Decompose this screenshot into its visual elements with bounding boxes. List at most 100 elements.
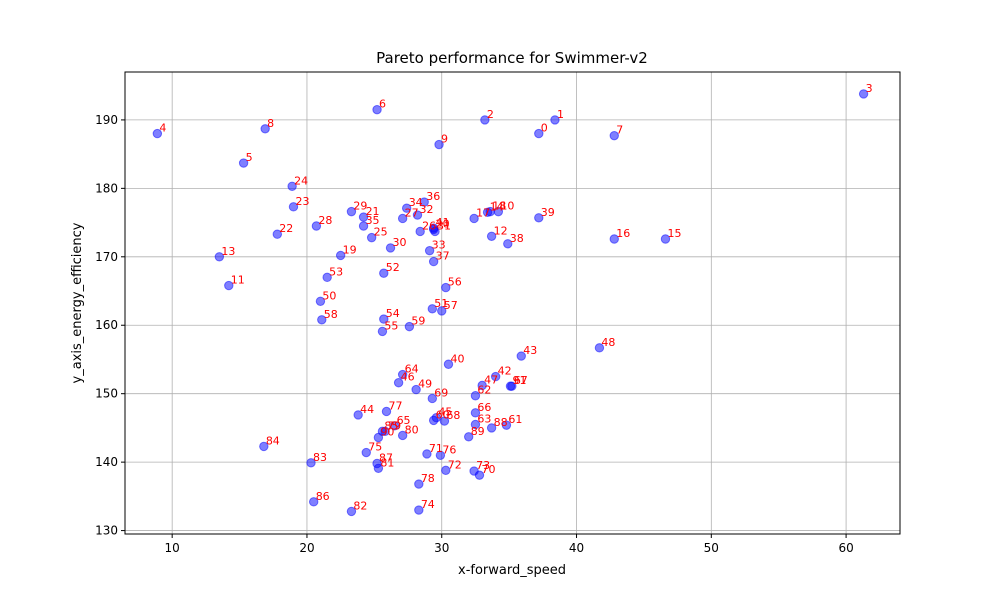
- point-label: 16: [616, 227, 630, 240]
- data-point: [470, 419, 481, 430]
- data-point: [397, 430, 408, 441]
- point-label: 53: [329, 265, 343, 278]
- point-label: 21: [366, 205, 380, 218]
- data-point: [397, 213, 408, 224]
- data-point: [311, 221, 322, 231]
- data-point: [469, 213, 479, 224]
- data-point: [534, 213, 544, 223]
- point-label: 23: [295, 195, 309, 208]
- data-point: [260, 124, 270, 134]
- y-tick-label: 180: [95, 181, 118, 195]
- point-label: 45: [438, 406, 452, 419]
- x-tick-label: 40: [569, 541, 584, 555]
- data-points: [152, 89, 869, 517]
- point-label: 72: [448, 458, 462, 471]
- y-axis-label: y_axis_energy_efficiency: [70, 222, 85, 383]
- data-point: [315, 296, 326, 306]
- data-point: [443, 359, 454, 369]
- point-label: 31: [437, 219, 451, 232]
- point-label: 54: [386, 307, 400, 320]
- point-label: 35: [366, 214, 380, 227]
- point-label: 78: [421, 472, 435, 485]
- point-label: 70: [481, 463, 495, 476]
- point-label: 76: [442, 443, 456, 456]
- point-label: 57: [444, 299, 458, 312]
- data-point: [434, 139, 444, 150]
- point-label: 74: [421, 498, 435, 511]
- data-point: [288, 202, 299, 212]
- y-tick-label: 140: [95, 455, 118, 469]
- point-label: 19: [343, 243, 357, 256]
- point-label: 22: [279, 222, 293, 235]
- point-label: 7: [616, 124, 623, 137]
- point-label: 75: [368, 441, 382, 454]
- data-point: [272, 229, 283, 239]
- point-label: 43: [523, 344, 537, 357]
- chart-title: Pareto performance for Swimmer-v2: [376, 49, 648, 67]
- x-axis-ticks: 10 20 30 40 50 60: [165, 534, 854, 555]
- point-label: 91: [512, 374, 526, 387]
- point-label: 67: [514, 374, 528, 387]
- point-label: 36: [426, 190, 440, 203]
- data-point: [379, 314, 389, 324]
- point-label: 14: [490, 200, 504, 213]
- data-point: [424, 245, 435, 256]
- point-label: 50: [322, 289, 336, 302]
- data-point: [609, 130, 619, 141]
- point-label: 66: [477, 401, 491, 414]
- y-tick-label: 150: [95, 387, 118, 401]
- point-label: 79: [387, 419, 401, 432]
- point-label: 55: [384, 319, 398, 332]
- y-axis-ticks: 130 140 150 160 170 180 190: [95, 113, 125, 538]
- point-label: 11: [231, 274, 245, 287]
- point-label: 3: [866, 82, 873, 95]
- point-label: 87: [379, 452, 393, 465]
- x-tick-label: 60: [838, 541, 853, 555]
- data-point: [441, 282, 451, 293]
- data-point: [412, 210, 423, 220]
- data-point: [463, 432, 474, 442]
- data-point: [594, 343, 605, 353]
- point-label: 25: [374, 226, 388, 239]
- data-point: [414, 505, 424, 515]
- x-tick-label: 20: [299, 541, 314, 555]
- data-point: [214, 252, 225, 262]
- point-label: 4: [159, 122, 166, 135]
- data-point: [366, 232, 377, 243]
- data-point: [427, 393, 438, 404]
- data-point: [353, 410, 363, 420]
- point-label: 10: [500, 200, 514, 213]
- point-label: 60: [436, 408, 450, 421]
- data-point: [306, 458, 316, 468]
- point-label: 30: [393, 236, 407, 249]
- point-label: 41: [436, 216, 450, 229]
- data-point: [422, 449, 432, 459]
- y-tick-label: 130: [95, 524, 118, 538]
- point-label: 61: [508, 413, 522, 426]
- point-label: 52: [386, 261, 400, 274]
- point-label: 84: [266, 434, 280, 447]
- point-label: 5: [246, 151, 253, 164]
- point-label: 24: [294, 174, 308, 187]
- data-point: [469, 466, 479, 476]
- point-label: 26: [422, 219, 436, 232]
- point-label: 68: [446, 409, 460, 422]
- point-label: 62: [477, 384, 491, 397]
- point-label: 0: [541, 122, 548, 135]
- point-label: 33: [432, 239, 446, 252]
- point-label: 88: [494, 416, 508, 429]
- point-label: 18: [492, 200, 506, 213]
- data-point: [389, 421, 400, 431]
- point-label: 37: [436, 250, 450, 263]
- point-label: 12: [494, 224, 508, 237]
- point-label: 39: [541, 206, 555, 219]
- data-point: [516, 351, 526, 361]
- data-point: [322, 272, 332, 283]
- data-point: [470, 408, 481, 418]
- data-point: [287, 181, 297, 192]
- data-point: [317, 315, 327, 325]
- data-point: [428, 415, 439, 426]
- data-point: [486, 423, 497, 433]
- data-point: [224, 280, 234, 291]
